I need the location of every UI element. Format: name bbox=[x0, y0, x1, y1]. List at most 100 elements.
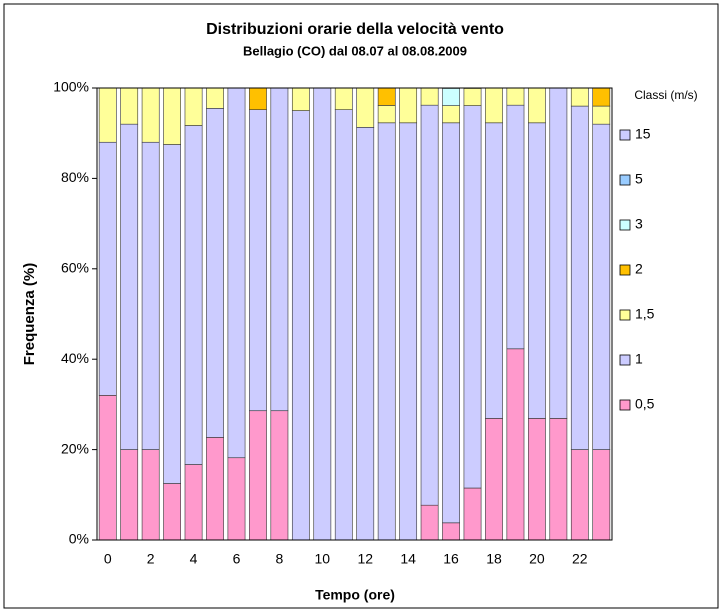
bar-segment bbox=[377, 122, 396, 541]
bar-segment bbox=[399, 122, 418, 541]
bar-segment bbox=[485, 122, 503, 419]
legend-swatch bbox=[619, 309, 631, 321]
bar-segment bbox=[592, 105, 611, 125]
bar-segment bbox=[249, 87, 267, 110]
bar-segment bbox=[506, 87, 525, 106]
legend-swatch bbox=[619, 174, 631, 186]
x-tick-label: 14 bbox=[400, 551, 416, 567]
x-tick-label: 20 bbox=[529, 551, 545, 567]
bar-segment bbox=[528, 418, 546, 541]
x-tick-label: 18 bbox=[486, 551, 502, 567]
bar-segment bbox=[184, 125, 203, 465]
bar-segment bbox=[184, 87, 203, 126]
bar-segment bbox=[98, 141, 117, 396]
bar-segment bbox=[249, 109, 267, 412]
y-tick-label: 60% bbox=[61, 260, 89, 276]
bar-segment bbox=[420, 104, 439, 506]
x-axis-title: Tempo (ore) bbox=[315, 587, 395, 603]
bar-segment bbox=[485, 87, 503, 124]
legend-label: 1 bbox=[635, 351, 643, 367]
bar-segment bbox=[570, 87, 589, 107]
x-tick-label: 22 bbox=[572, 551, 588, 567]
x-tick-label: 0 bbox=[104, 551, 112, 567]
legend-title: Classi (m/s) bbox=[634, 88, 697, 102]
bar-segment bbox=[420, 87, 439, 106]
bar-segment bbox=[120, 87, 139, 125]
bar-segment bbox=[334, 109, 353, 541]
x-tick-label: 4 bbox=[190, 551, 198, 567]
legend-label: 2 bbox=[635, 261, 643, 277]
bar-segment bbox=[249, 410, 267, 541]
x-tick-label: 10 bbox=[315, 551, 331, 567]
bar-segment bbox=[141, 87, 160, 143]
bar-segment bbox=[442, 88, 460, 106]
legend-label: 3 bbox=[635, 216, 643, 232]
x-tick-label: 12 bbox=[357, 551, 373, 567]
y-axis-title: Frequenza (%) bbox=[21, 263, 38, 366]
bar-segment bbox=[420, 504, 439, 541]
bar-segment bbox=[163, 87, 181, 145]
bar-segment bbox=[592, 87, 611, 107]
bar-segment bbox=[463, 88, 482, 106]
y-tick-label: 80% bbox=[61, 169, 89, 185]
bar-segment bbox=[206, 108, 224, 438]
bar-segment bbox=[313, 87, 332, 541]
bar-segment bbox=[356, 87, 375, 128]
bar-segment bbox=[442, 122, 460, 524]
x-tick-label: 2 bbox=[147, 551, 155, 567]
legend-swatch bbox=[619, 264, 631, 276]
bar-segment bbox=[549, 418, 568, 541]
legend-label: 5 bbox=[635, 171, 643, 187]
bar-segment bbox=[270, 410, 289, 541]
bar-segment bbox=[291, 87, 310, 111]
legend-swatch bbox=[619, 129, 631, 141]
bar-segment bbox=[120, 449, 139, 541]
bar-segment bbox=[506, 348, 525, 541]
bar-segment bbox=[291, 110, 310, 541]
bar-segment bbox=[227, 87, 246, 459]
bar-segment bbox=[206, 437, 224, 541]
bar-segment bbox=[120, 123, 139, 450]
bar-segment bbox=[570, 105, 589, 450]
y-tick-label: 0% bbox=[69, 531, 89, 547]
chart-title: Distribuzioni orarie della velocità vent… bbox=[206, 21, 504, 38]
legend-label: 15 bbox=[635, 126, 651, 142]
bar-segment bbox=[463, 487, 482, 541]
plot-border bbox=[96, 87, 613, 541]
legend-swatch bbox=[619, 354, 631, 366]
y-tick-label: 100% bbox=[53, 79, 89, 95]
bar-segment bbox=[399, 87, 418, 124]
x-tick-label: 6 bbox=[233, 551, 241, 567]
bar-segment bbox=[163, 483, 181, 541]
bar-segment bbox=[506, 104, 525, 350]
bar-segment bbox=[528, 122, 546, 419]
bar-segment bbox=[98, 395, 117, 541]
bar-segment bbox=[163, 144, 181, 484]
bar-segment bbox=[549, 87, 568, 419]
bar-segment bbox=[442, 105, 460, 124]
bar-segment bbox=[227, 457, 246, 541]
chart-subtitle: Bellagio (CO) dal 08.07 al 08.08.2009 bbox=[243, 43, 467, 58]
bar-segment bbox=[184, 464, 203, 541]
bar-segment bbox=[570, 449, 589, 541]
bar-segment bbox=[377, 105, 396, 124]
bar-segment bbox=[592, 449, 611, 541]
y-tick-label: 20% bbox=[61, 440, 89, 456]
y-tick-label: 40% bbox=[61, 350, 89, 366]
bar-segment bbox=[356, 127, 375, 541]
bar-segment bbox=[141, 141, 160, 450]
bar-segment bbox=[442, 522, 460, 541]
bar-segment bbox=[485, 418, 503, 541]
bar-segment bbox=[463, 105, 482, 489]
x-tick-label: 16 bbox=[443, 551, 459, 567]
legend-swatch bbox=[619, 399, 631, 411]
bar-segment bbox=[141, 449, 160, 541]
bar-segment bbox=[377, 87, 396, 106]
legend-swatch bbox=[619, 219, 631, 231]
legend-label: 0,5 bbox=[635, 396, 655, 412]
bar-segment bbox=[206, 87, 224, 109]
bar-segment bbox=[98, 87, 117, 143]
bar-segment bbox=[528, 87, 546, 124]
bar-segment bbox=[334, 87, 353, 110]
